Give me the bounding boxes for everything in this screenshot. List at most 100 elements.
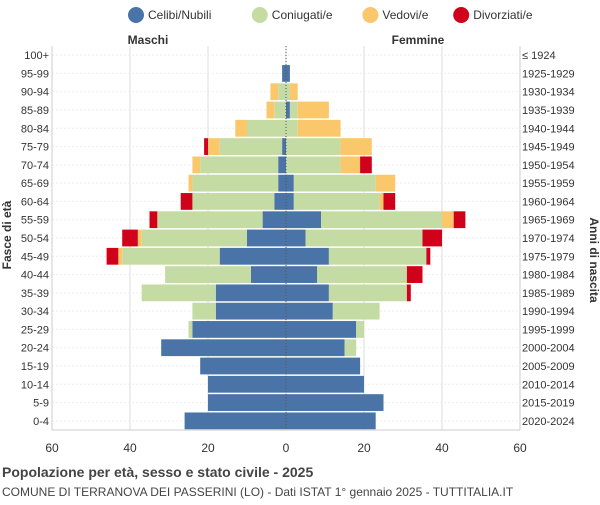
- bar-female-nubili: [286, 193, 294, 210]
- bar-female-coniugate: [293, 174, 376, 192]
- bar-female-vedove: [375, 174, 396, 192]
- bar-male-celibi: [208, 394, 286, 411]
- bar-male-celibi: [184, 412, 286, 430]
- bar-female-vedove: [442, 211, 454, 229]
- age-label: 85-89: [21, 105, 49, 117]
- legend-marker: [251, 7, 268, 23]
- y-axis-label-right: Anni di nascita: [587, 217, 600, 303]
- bar-female-coniugate: [332, 302, 380, 320]
- bar-male-celibi: [208, 375, 286, 393]
- bar-female-coniugate: [344, 339, 357, 357]
- birth-year-label: 2015-2019: [522, 398, 575, 410]
- x-tick-labels: 60 40 20 0 20 40 60: [45, 441, 527, 455]
- legend-label: Celibi/Nubili: [148, 8, 211, 22]
- bar-male-celibi: [161, 339, 286, 357]
- bar-male-divorziati: [204, 138, 208, 155]
- age-label: 100+: [24, 50, 49, 62]
- bar-male-coniugati: [219, 138, 283, 155]
- bar-male-coniugati: [247, 119, 286, 137]
- bar-male-celibi: [219, 247, 286, 265]
- bar-female-coniugate: [317, 266, 407, 283]
- legend-label: Coniugati/e: [272, 8, 333, 22]
- birth-year-label: 1965-1969: [522, 215, 575, 227]
- y-axis-label-left: Fasce di età: [0, 200, 14, 269]
- bar-female-nubili: [286, 284, 329, 302]
- bar-female-vedove: [297, 101, 329, 119]
- bar-female-divorziate: [360, 156, 372, 174]
- bar-female-divorziate: [406, 266, 423, 283]
- age-label: 0-4: [33, 416, 49, 428]
- bar-male-celibi: [274, 193, 286, 210]
- bar-male-coniugati: [192, 302, 216, 320]
- bar-male-coniugati: [278, 83, 286, 101]
- bar-male-coniugati: [165, 266, 251, 283]
- footer-title: Popolazione per età, sesso e stato civil…: [2, 464, 313, 480]
- bar-male-vedovi: [270, 83, 279, 101]
- age-label: 25-29: [21, 324, 49, 336]
- birth-year-label: 2020-2024: [522, 416, 575, 428]
- header-maschi: Maschi: [128, 33, 169, 47]
- header-femmine: Femmine: [392, 33, 445, 47]
- bar-male-divorziati: [149, 211, 158, 229]
- age-label: 75-79: [21, 142, 49, 154]
- age-label: 20-24: [21, 343, 49, 355]
- x-tick-label: 20: [357, 441, 371, 455]
- bar-female-coniugate: [286, 119, 298, 137]
- bar-male-celibi: [262, 211, 286, 229]
- bar-male-vedovi: [235, 119, 247, 137]
- bar-female-nubili: [286, 247, 329, 265]
- bar-female-nubili: [286, 65, 290, 82]
- age-label: 90-94: [21, 87, 49, 99]
- bar-male-celibi: [278, 156, 286, 174]
- bar-male-divorziati: [180, 193, 193, 210]
- bar-female-coniugate: [289, 101, 298, 119]
- birth-year-label: 1925-1929: [522, 68, 575, 80]
- age-label: 15-19: [21, 361, 49, 373]
- bar-female-nubili: [286, 229, 306, 247]
- birth-year-label: 1950-1954: [522, 160, 575, 172]
- bar-female-coniugate: [305, 229, 423, 247]
- bar-male-vedovi: [266, 101, 275, 119]
- bar-female-nubili: [286, 339, 345, 357]
- age-label: 35-39: [21, 288, 49, 300]
- bar-female-nubili: [286, 375, 364, 393]
- legend-label: Divorziati/e: [473, 8, 533, 22]
- birth-year-labels: ≤ 1924 1925-1929 1930-1934 1935-1939 1940-19…: [522, 50, 575, 428]
- bar-male-coniugati: [192, 174, 279, 192]
- age-label: 55-59: [21, 215, 49, 227]
- footer-subtitle: COMUNE DI TERRANOVA DEI PASSERINI (LO) -…: [2, 485, 514, 499]
- birth-year-label: 1945-1949: [522, 142, 575, 154]
- bar-female-coniugate: [286, 83, 290, 101]
- bar-female-divorziate: [453, 211, 466, 229]
- birth-year-label: 1990-1994: [522, 306, 575, 318]
- x-tick-label: 40: [123, 441, 137, 455]
- bar-female-nubili: [286, 266, 318, 283]
- bar-female-coniugate: [321, 211, 442, 229]
- bar-male-celibi: [282, 138, 286, 155]
- bar-male-divorziati: [122, 229, 138, 247]
- birth-year-label: 1935-1939: [522, 105, 575, 117]
- bar-male-coniugati: [188, 321, 193, 338]
- bar-female-divorziate: [406, 284, 411, 302]
- bar-female-vedove: [340, 138, 372, 155]
- x-tick-label: 60: [513, 441, 527, 455]
- birth-year-label: 2000-2004: [522, 343, 575, 355]
- bar-female-coniugate: [286, 156, 341, 174]
- bar-male-celibi: [192, 321, 286, 338]
- bar-male-vedovi: [208, 138, 220, 155]
- birth-year-label: 1930-1934: [522, 87, 575, 99]
- birth-year-label: 1940-1944: [522, 123, 575, 135]
- age-label: 45-49: [21, 251, 49, 263]
- age-label: 95-99: [21, 68, 49, 80]
- bar-female-coniugate: [293, 193, 380, 210]
- bar-male-coniugati: [157, 211, 263, 229]
- bar-male-vedovi: [188, 174, 193, 192]
- age-label: 65-69: [21, 178, 49, 190]
- legend-marker: [362, 7, 379, 23]
- bar-female-nubili: [286, 302, 333, 320]
- age-label: 5-9: [33, 398, 49, 410]
- bar-female-nubili: [286, 357, 361, 375]
- bars: [106, 46, 466, 430]
- bar-male-celibi: [215, 284, 286, 302]
